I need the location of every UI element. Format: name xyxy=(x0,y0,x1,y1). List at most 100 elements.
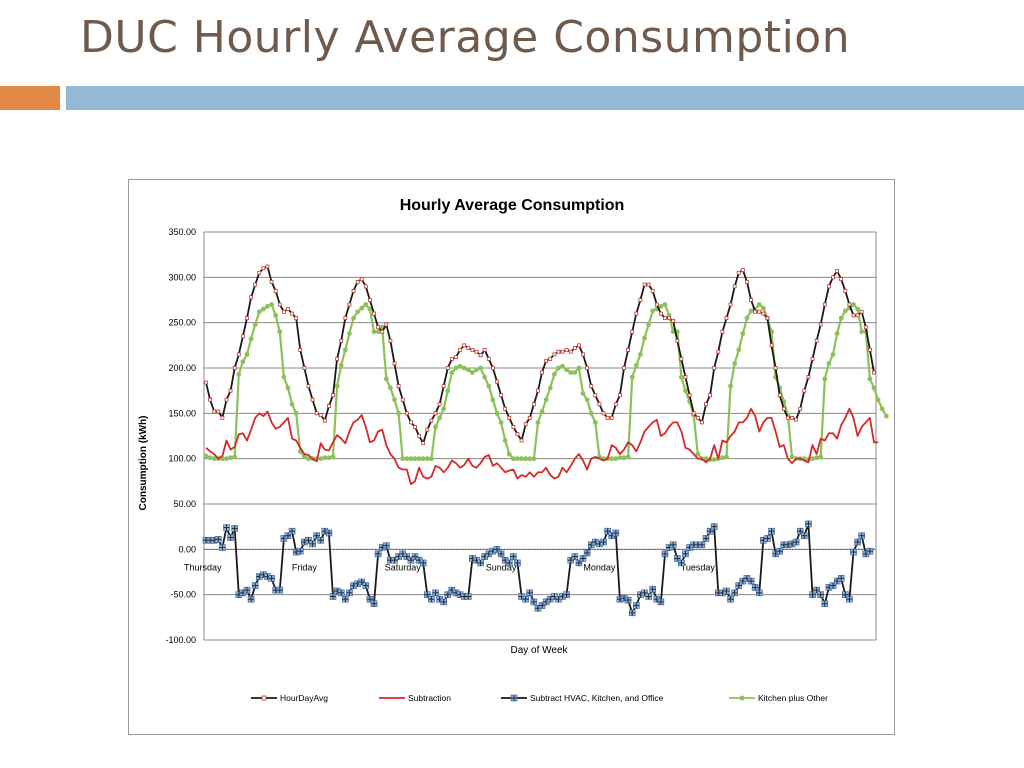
grid-layer xyxy=(203,231,877,641)
legend-label: Subtraction xyxy=(408,693,451,703)
data-point xyxy=(359,277,364,282)
data-point xyxy=(211,456,217,462)
data-point xyxy=(298,347,303,352)
y-tick-label: 350.00 xyxy=(168,227,196,237)
data-point xyxy=(769,343,774,348)
data-point xyxy=(871,385,877,391)
data-point xyxy=(342,347,348,353)
y-tick-label: -100.00 xyxy=(165,635,196,645)
data-point xyxy=(538,602,546,609)
data-point xyxy=(507,415,512,420)
data-point xyxy=(708,393,712,398)
data-point xyxy=(384,322,389,327)
data-point xyxy=(539,409,545,414)
data-point xyxy=(633,602,640,609)
data-point xyxy=(251,582,259,589)
data-point xyxy=(363,284,368,289)
data-point xyxy=(814,338,819,343)
data-point xyxy=(531,456,537,462)
data-point xyxy=(391,556,398,564)
data-point xyxy=(469,370,475,375)
data-point xyxy=(706,527,714,535)
y-tick-label: 150.00 xyxy=(168,408,196,418)
data-point xyxy=(503,406,508,411)
data-point xyxy=(281,309,286,314)
data-point xyxy=(751,584,759,591)
data-point xyxy=(499,393,503,398)
data-point xyxy=(556,349,561,354)
data-point xyxy=(329,593,337,600)
data-point xyxy=(286,307,290,311)
data-point xyxy=(597,402,602,407)
data-point xyxy=(724,454,729,460)
data-point xyxy=(854,538,861,546)
data-point xyxy=(214,536,222,543)
data-point xyxy=(638,298,643,302)
data-point xyxy=(740,331,746,336)
data-point xyxy=(748,308,754,314)
day-label: Monday xyxy=(583,562,616,572)
data-point xyxy=(454,355,458,360)
data-point xyxy=(671,318,676,323)
data-point xyxy=(416,456,422,462)
data-point xyxy=(368,298,372,302)
data-point xyxy=(732,361,738,366)
data-point xyxy=(669,541,677,549)
data-point xyxy=(257,270,262,275)
data-point xyxy=(236,352,241,357)
day-label: Friday xyxy=(292,562,318,572)
data-point xyxy=(843,289,848,293)
data-point xyxy=(301,454,307,460)
data-point xyxy=(383,376,389,382)
x-axis-label: Day of Week xyxy=(510,645,568,656)
series-line xyxy=(205,407,879,486)
data-point xyxy=(428,595,435,603)
data-point xyxy=(212,409,217,414)
data-point xyxy=(847,302,852,307)
data-point xyxy=(347,302,352,307)
data-point xyxy=(407,556,415,564)
data-point xyxy=(531,402,536,407)
data-point xyxy=(535,420,541,425)
data-point xyxy=(875,397,881,403)
data-point xyxy=(317,536,325,544)
data-point xyxy=(617,455,623,461)
data-point xyxy=(453,365,459,371)
data-point xyxy=(728,302,733,307)
data-point xyxy=(801,532,808,540)
data-point xyxy=(465,367,471,373)
data-point xyxy=(642,282,647,287)
data-point xyxy=(464,593,472,600)
data-point xyxy=(755,589,763,597)
data-point xyxy=(470,347,475,352)
data-point xyxy=(629,374,635,380)
data-point xyxy=(374,550,382,558)
data-point xyxy=(277,302,282,307)
data-point xyxy=(240,359,246,365)
data-point xyxy=(322,455,328,461)
data-point xyxy=(441,406,447,412)
data-point xyxy=(342,595,349,603)
data-point xyxy=(375,329,381,335)
data-point xyxy=(228,388,233,393)
data-point xyxy=(622,366,626,370)
data-point xyxy=(302,366,307,370)
data-point xyxy=(724,316,729,321)
y-tick-label: 50.00 xyxy=(173,499,196,509)
day-label: Tuesday xyxy=(681,562,716,572)
data-point xyxy=(359,305,365,311)
data-point xyxy=(515,456,520,462)
data-point xyxy=(675,338,680,343)
data-point xyxy=(404,456,410,462)
data-point xyxy=(285,385,291,391)
data-point xyxy=(326,455,332,461)
data-point xyxy=(699,420,704,425)
data-point xyxy=(838,315,844,321)
data-point xyxy=(437,415,442,421)
data-point xyxy=(392,397,397,403)
data-point xyxy=(626,347,631,352)
data-point xyxy=(458,347,462,352)
data-point xyxy=(441,384,446,389)
data-point xyxy=(253,282,258,287)
data-point xyxy=(347,331,352,336)
